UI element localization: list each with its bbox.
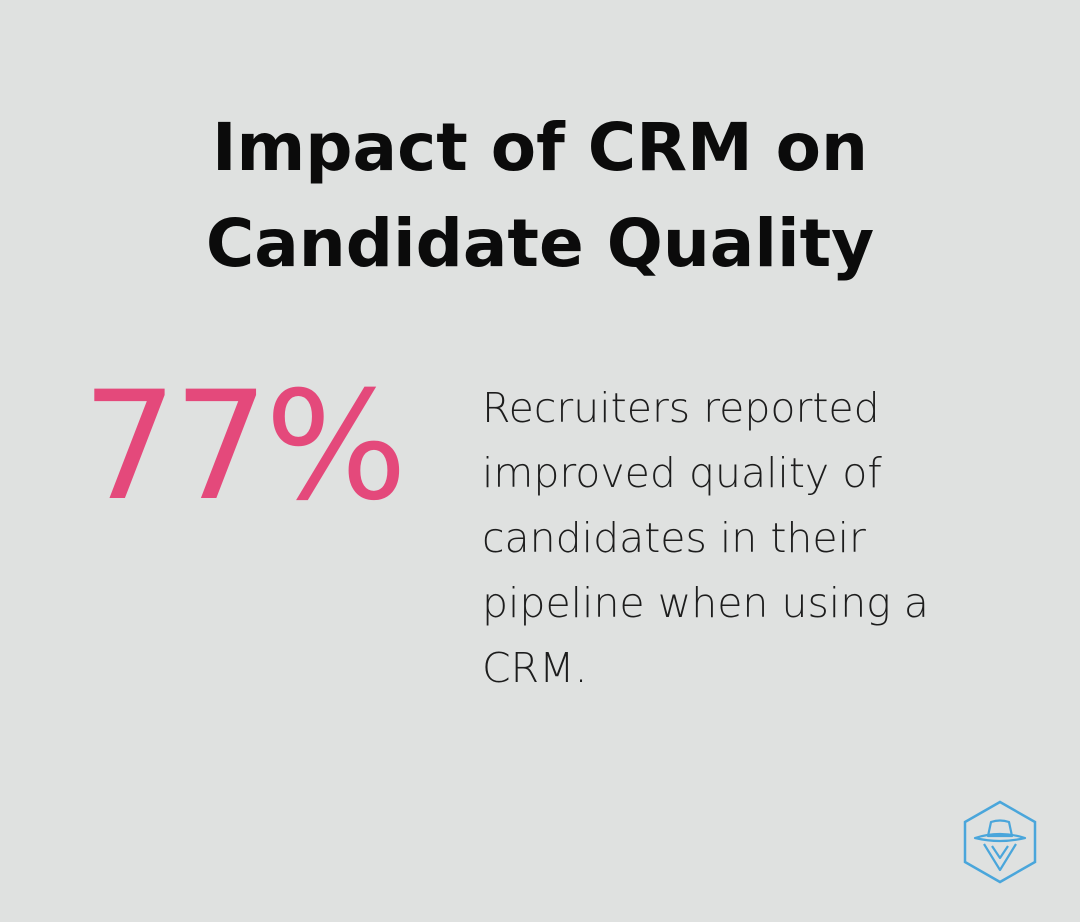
infographic-title: Impact of CRM on Candidate Quality — [0, 100, 1080, 292]
stat-description: Recruiters reported improved quality of … — [482, 384, 929, 692]
title-line-2: Candidate Quality — [205, 205, 875, 282]
title-line-1: Impact of CRM on — [211, 109, 869, 186]
hexagon-hat-detective-icon — [963, 800, 1037, 884]
stat-percentage: 77% — [82, 360, 407, 534]
